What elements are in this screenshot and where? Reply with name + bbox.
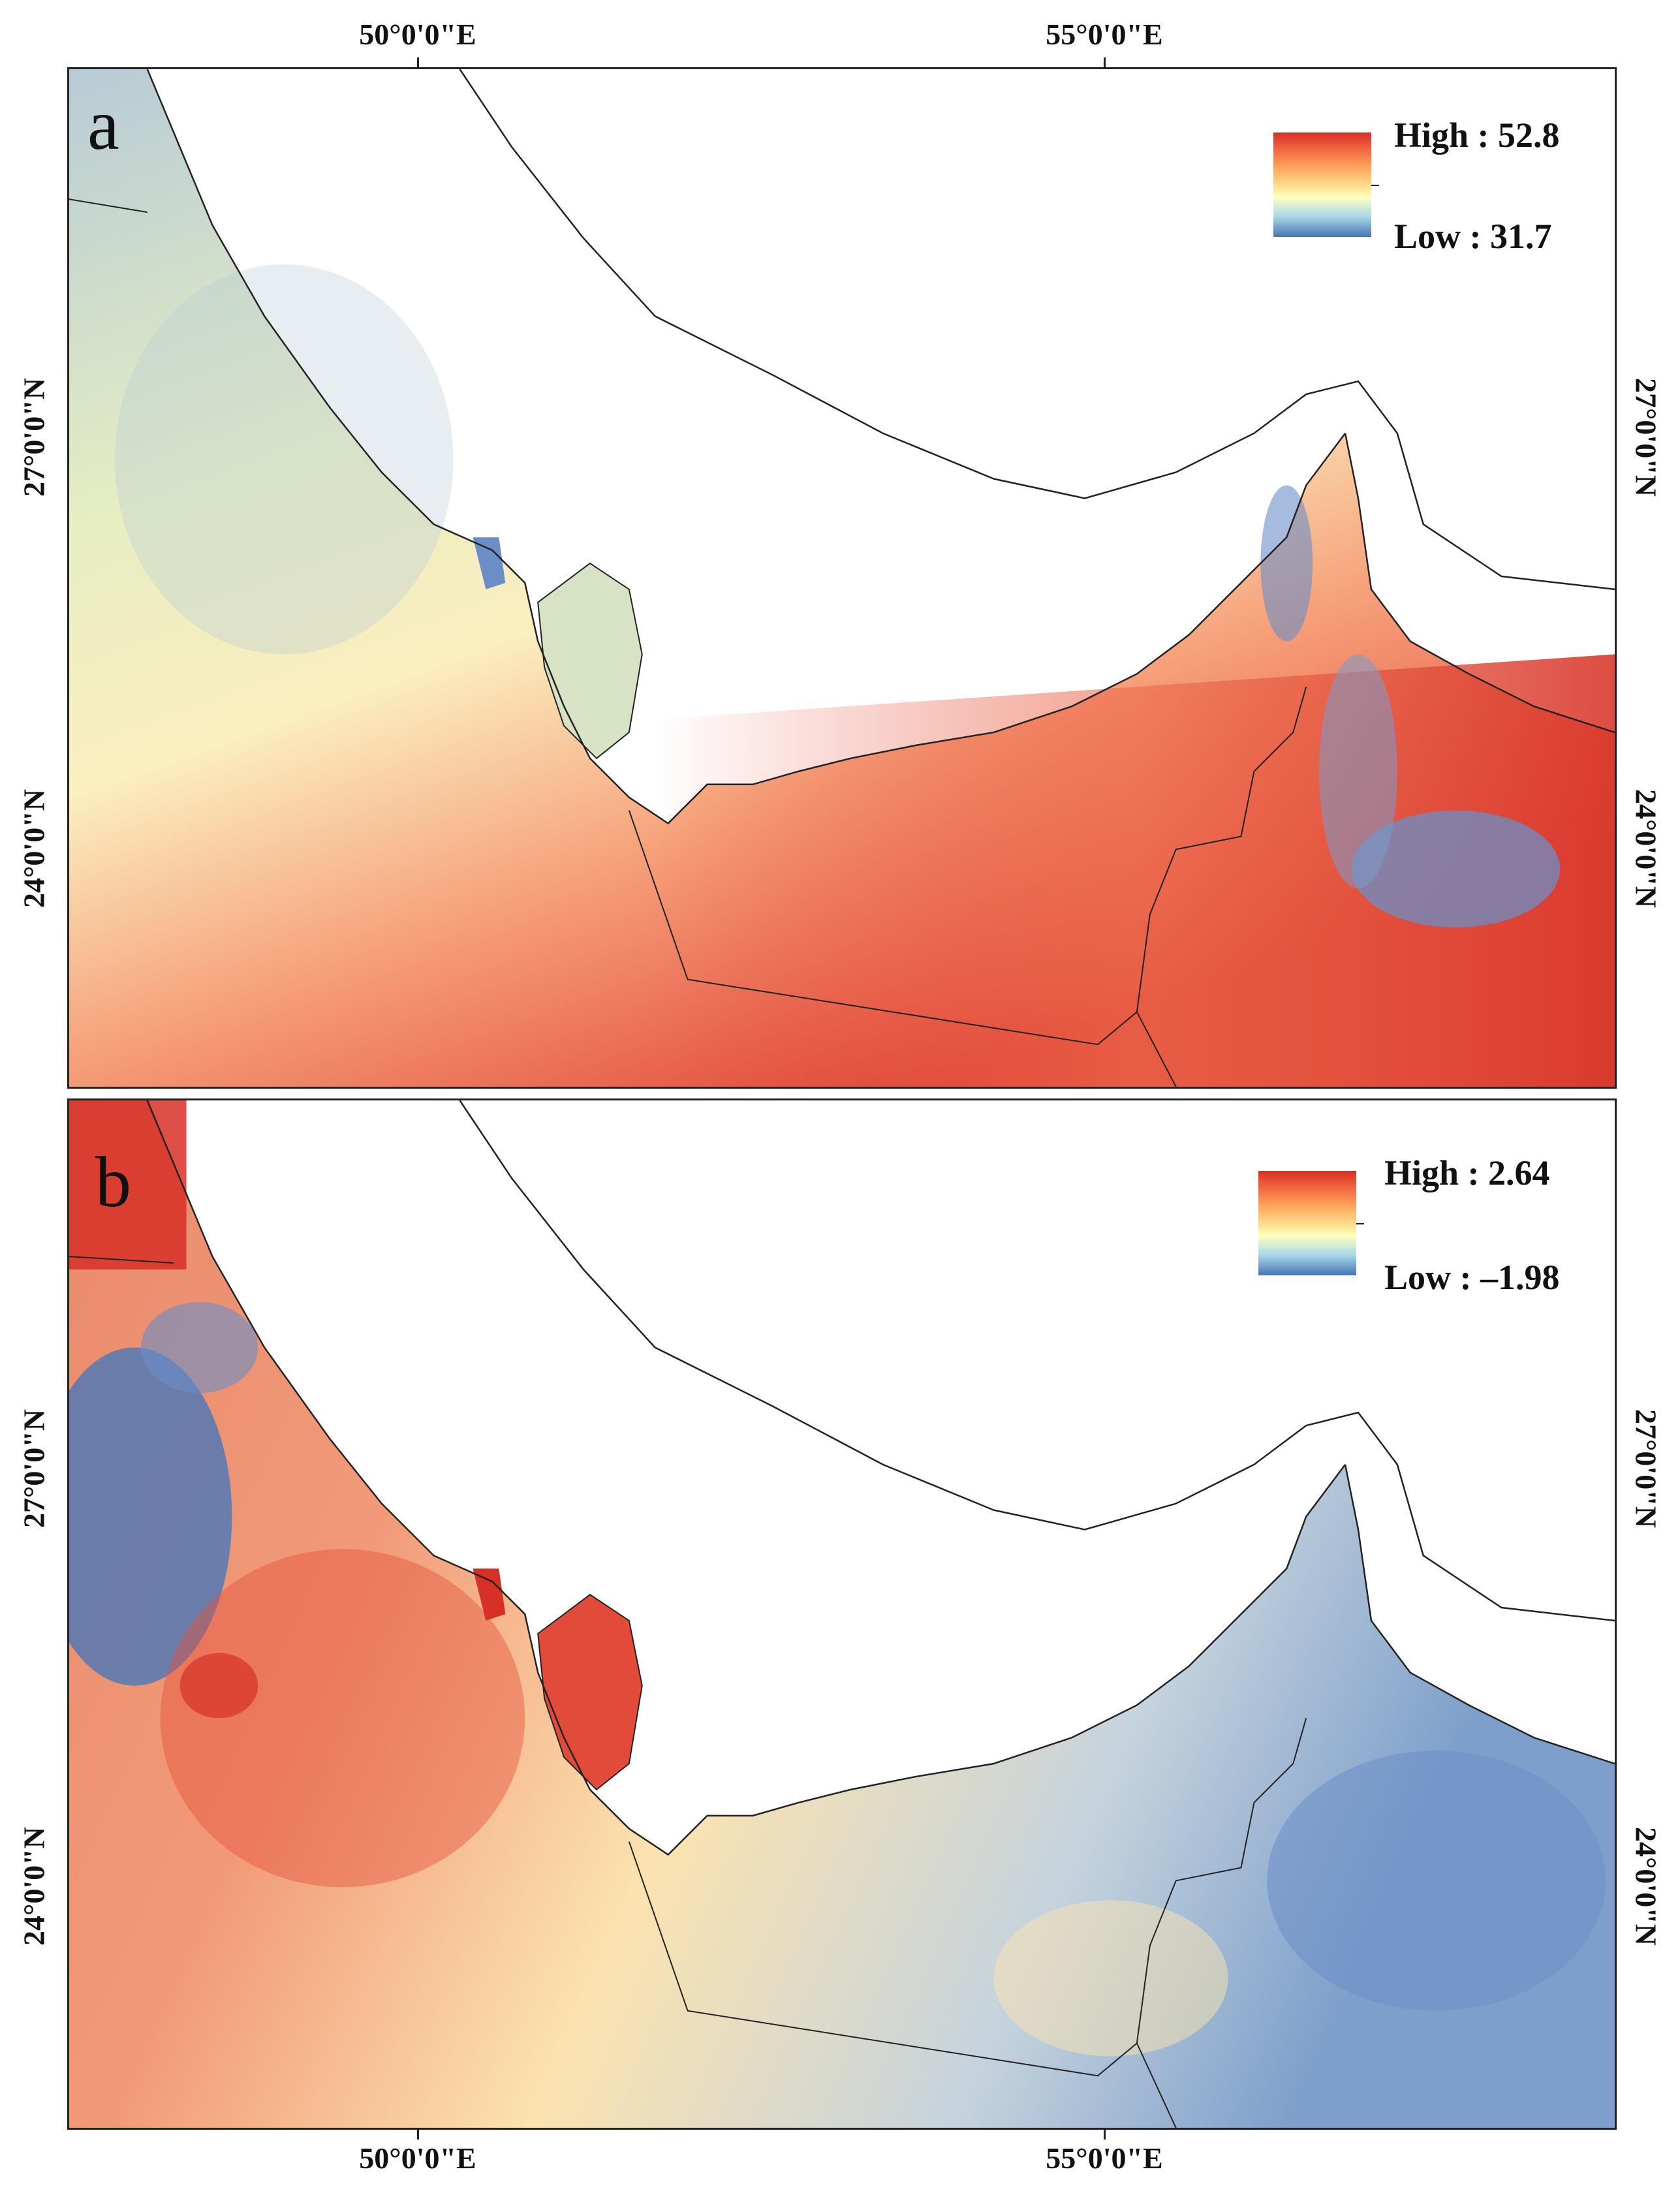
tick-top-55e [1104,57,1106,67]
lat-label-right-a-27n: 27°0'0"N [1629,378,1663,497]
panel-letter-a: a [87,85,119,164]
legend-high-b: High : 2.64 [1384,1153,1550,1192]
legend-high-a: High : 52.8 [1394,116,1560,155]
lon-label-bottom-55e: 55°0'0"E [1046,2141,1163,2175]
lat-label-left-a-24n: 24°0'0"N [17,789,51,908]
tick-bottom-55e [1104,2130,1106,2140]
land-raster-b [69,1100,1615,2128]
legend-tick-b [1356,1223,1364,1224]
lon-label-bottom-50e: 50°0'0"E [359,2141,476,2175]
map-panel-b: b High : 2.64 Low : –1.98 [67,1098,1617,2130]
legend-low-b: Low : –1.98 [1384,1258,1560,1297]
lat-label-right-b-24n: 24°0'0"N [1629,1827,1663,1946]
map-panel-a: a High : 52.8 Low : 31.7 [67,67,1617,1089]
lat-label-left-a-27n: 27°0'0"N [17,378,51,497]
lat-label-right-a-24n: 24°0'0"N [1629,789,1663,908]
panel-letter-b: b [95,1142,131,1222]
map-a-raster [69,69,1615,1087]
lat-label-left-b-24n: 24°0'0"N [17,1827,51,1946]
map-b-raster [69,1100,1615,2128]
legend-tick-a [1371,185,1379,186]
lon-label-top-55e: 55°0'0"E [1046,18,1163,51]
lat-label-right-b-27n: 27°0'0"N [1629,1409,1663,1528]
legend-low-a: Low : 31.7 [1394,217,1552,256]
lon-label-top-50e: 50°0'0"E [359,18,476,51]
tick-top-50e [417,57,419,67]
lat-label-left-b-27n: 27°0'0"N [17,1409,51,1528]
legend-ramp-a [1273,132,1371,237]
tick-bottom-50e [417,2130,419,2140]
legend-ramp-b [1258,1171,1356,1275]
